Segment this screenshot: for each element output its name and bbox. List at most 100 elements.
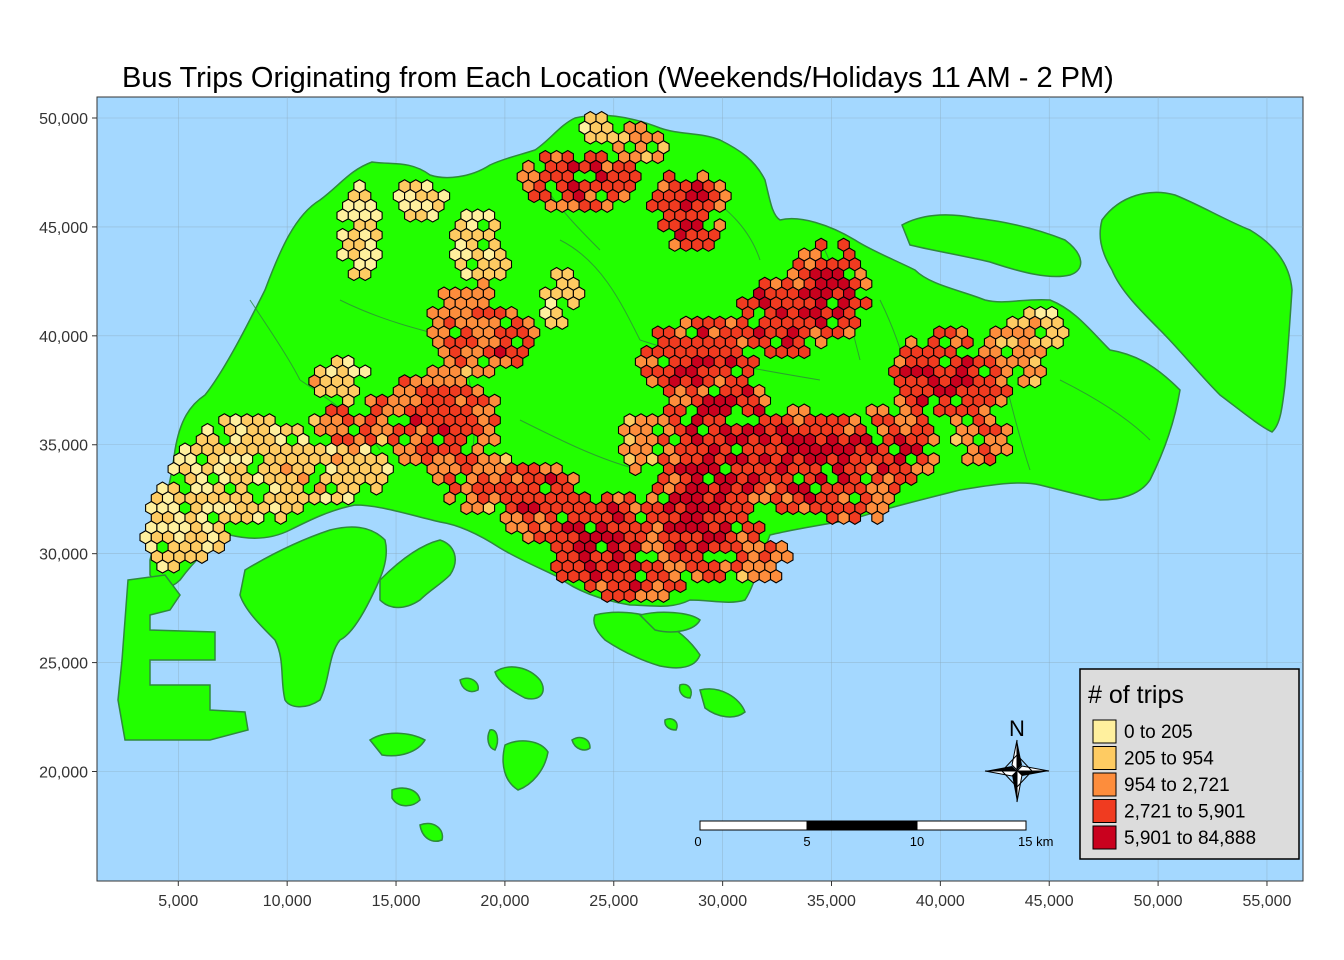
- hexbin-cell: [657, 218, 670, 233]
- hexbin-cell: [612, 588, 625, 603]
- hexbin-cell: [567, 569, 580, 584]
- hexbin-cell: [702, 237, 715, 252]
- hexbin-cell: [927, 432, 940, 447]
- hexbin-cell: [252, 471, 265, 486]
- southern-island-2: [494, 666, 544, 700]
- hexbin-cell: [556, 315, 569, 330]
- hexbin-cell: [623, 588, 636, 603]
- y-tick-label: 35,000: [39, 438, 88, 455]
- hexbin-cell: [556, 569, 569, 584]
- hexbin-cell: [589, 198, 603, 213]
- hexbin-cell: [674, 578, 687, 594]
- hexbin-cell: [719, 539, 732, 555]
- hexbin-cell: [646, 452, 659, 467]
- hexbin-cell: [601, 198, 614, 213]
- hexbin-cell: [347, 266, 361, 282]
- hexbin-cell: [415, 208, 428, 223]
- hexbin-cell: [336, 247, 349, 262]
- hexbin-cell: [831, 325, 845, 340]
- hexbin-cell: [167, 461, 180, 477]
- hexbin-cell: [313, 383, 327, 399]
- y-tick-label: 20,000: [39, 764, 88, 781]
- hexbin-cell: [668, 237, 681, 252]
- hexbin-cell: [544, 315, 558, 330]
- hexbin-cell: [747, 335, 760, 350]
- hexbin-cell: [482, 364, 496, 379]
- hexbin-cell: [921, 461, 935, 477]
- hexbin-cell: [460, 266, 473, 282]
- hexbin-cell: [961, 452, 974, 467]
- hexbin-cell: [651, 149, 665, 165]
- hexbin-cell: [775, 344, 788, 360]
- north-label: N: [1009, 716, 1025, 741]
- hexbin-cell: [983, 452, 997, 467]
- y-axis: 50,000 45,000 40,000 35,000 30,000 25,000 20,0…: [39, 111, 97, 781]
- hexbin-cell: [707, 539, 721, 555]
- hexbin-cell: [775, 500, 788, 516]
- hexbin-cell: [212, 539, 225, 555]
- hexbin-cell: [471, 364, 484, 379]
- hexbin-cell: [843, 325, 856, 340]
- x-tick-label: 50,000: [1134, 893, 1183, 910]
- hexbin-cell: [905, 471, 918, 486]
- hexbin-cell: [713, 569, 726, 584]
- scale-segment-3: [916, 820, 1027, 831]
- hexbin-cell: [848, 510, 862, 525]
- hexbin-cell: [837, 510, 850, 525]
- hexbin-cell: [691, 237, 704, 252]
- southern-island-6: [487, 729, 499, 751]
- x-tick-label: 20,000: [480, 893, 529, 910]
- hexbin-cell: [634, 588, 648, 603]
- hexbin-cell: [544, 198, 558, 213]
- hexbin-cell: [972, 452, 985, 467]
- hexbin-cell: [781, 549, 794, 564]
- southern-island-10: [419, 822, 444, 842]
- hexbin-cell: [1000, 442, 1014, 457]
- southern-island-11: [678, 683, 692, 699]
- legend-label: 5,901 to 84,888: [1124, 828, 1256, 849]
- hexbin-cell: [584, 130, 597, 145]
- north-arrow: N: [984, 716, 1050, 803]
- legend-label: 954 to 2,721: [1124, 775, 1230, 796]
- hexbin-cell: [325, 383, 338, 399]
- y-tick-label: 30,000: [39, 547, 88, 564]
- x-tick-label: 35,000: [807, 893, 856, 910]
- hexbin-cell: [156, 559, 169, 574]
- land-layer: [117, 114, 1293, 842]
- hexbin-cell: [404, 208, 417, 223]
- hexbin-cell: [313, 422, 327, 438]
- hexbin-cell: [274, 510, 287, 525]
- hexbin-cell: [617, 188, 631, 204]
- hexbin-cell: [291, 500, 304, 516]
- scale-label-0: 0: [694, 834, 701, 849]
- pulau-ubin: [901, 214, 1082, 278]
- hexbin-cell: [358, 266, 372, 282]
- southern-island-5: [502, 740, 549, 791]
- hexbin-cell: [601, 588, 614, 603]
- hexbin-cell: [758, 491, 772, 506]
- x-tick-label: 30,000: [698, 893, 747, 910]
- pulau-tekong: [1099, 191, 1293, 433]
- scale-label-5: 5: [803, 834, 810, 849]
- scale-segment-2: [806, 820, 918, 831]
- hexbin-cell: [769, 569, 783, 584]
- hexbin-cell: [229, 510, 242, 525]
- hexbin-cell: [995, 393, 1008, 408]
- y-tick-label: 45,000: [39, 220, 88, 237]
- hexbin-cell: [1028, 374, 1042, 389]
- hexbin-cell: [871, 510, 884, 525]
- scale-bar: 0 5 10 15 km: [694, 820, 1053, 849]
- hexbin-cell: [1051, 335, 1064, 350]
- x-tick-label: 40,000: [916, 893, 965, 910]
- hexbin-cell: [584, 578, 597, 594]
- hexbin-cell: [342, 491, 355, 506]
- scale-label-10: 10: [910, 834, 924, 849]
- hexbin-cell: [657, 588, 670, 603]
- hexbin-cell: [522, 530, 535, 545]
- hexbin-layer: [139, 110, 1070, 603]
- hexbin-cell: [814, 335, 828, 350]
- main-island: [149, 114, 1181, 607]
- jurong-island: [239, 526, 388, 708]
- hexbin-cell: [747, 569, 760, 584]
